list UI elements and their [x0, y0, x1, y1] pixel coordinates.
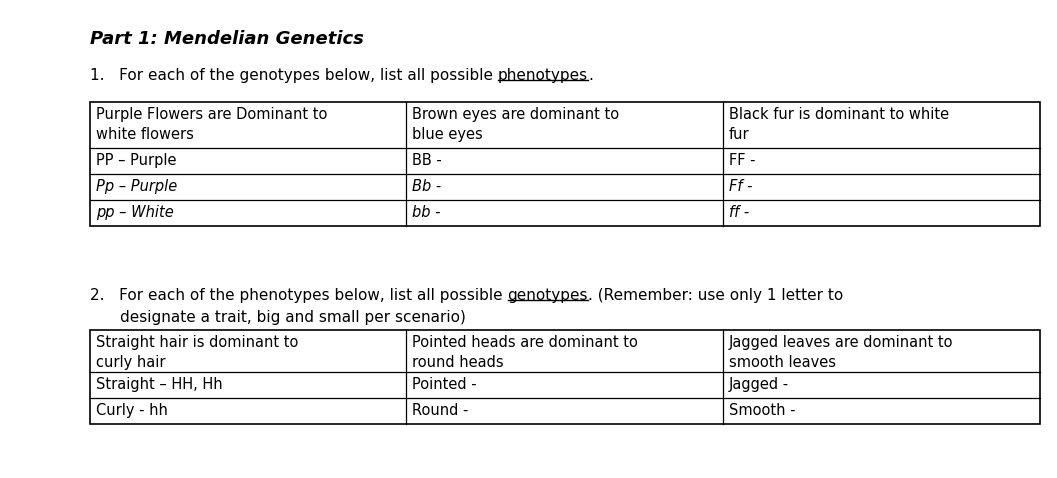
- Text: phenotypes: phenotypes: [498, 68, 588, 83]
- Text: .: .: [588, 68, 593, 83]
- Text: Pointed heads are dominant to
round heads: Pointed heads are dominant to round head…: [412, 335, 638, 370]
- Text: designate a trait, big and small per scenario): designate a trait, big and small per sce…: [120, 310, 466, 325]
- Text: genotypes: genotypes: [507, 288, 588, 303]
- Text: bb -: bb -: [412, 205, 441, 220]
- Text: Ff -: Ff -: [728, 179, 753, 194]
- Text: Round -: Round -: [412, 403, 468, 418]
- Text: FF -: FF -: [728, 153, 755, 168]
- Text: pp – White: pp – White: [96, 205, 173, 220]
- Text: Brown eyes are dominant to
blue eyes: Brown eyes are dominant to blue eyes: [412, 107, 619, 142]
- Text: PP – Purple: PP – Purple: [96, 153, 177, 168]
- Bar: [90, 330, 1040, 424]
- Text: Jagged -: Jagged -: [728, 377, 789, 392]
- Text: Part 1: Mendelian Genetics: Part 1: Mendelian Genetics: [90, 30, 364, 48]
- Text: Straight hair is dominant to
curly hair: Straight hair is dominant to curly hair: [96, 335, 298, 370]
- Text: 2.   For each of the phenotypes below, list all possible: 2. For each of the phenotypes below, lis…: [90, 288, 507, 303]
- Text: Pointed -: Pointed -: [412, 377, 477, 392]
- Text: BB -: BB -: [412, 153, 442, 168]
- Bar: [90, 102, 1040, 226]
- Text: Smooth -: Smooth -: [728, 403, 795, 418]
- Text: Jagged leaves are dominant to
smooth leaves: Jagged leaves are dominant to smooth lea…: [728, 335, 953, 370]
- Text: ff -: ff -: [728, 205, 748, 220]
- Text: Bb -: Bb -: [412, 179, 442, 194]
- Text: Black fur is dominant to white
fur: Black fur is dominant to white fur: [728, 107, 949, 142]
- Text: . (Remember: use only 1 letter to: . (Remember: use only 1 letter to: [588, 288, 843, 303]
- Text: Straight – HH, Hh: Straight – HH, Hh: [96, 377, 223, 392]
- Text: 1.   For each of the genotypes below, list all possible: 1. For each of the genotypes below, list…: [90, 68, 498, 83]
- Text: Curly - hh: Curly - hh: [96, 403, 168, 418]
- Text: Pp – Purple: Pp – Purple: [96, 179, 178, 194]
- Text: Purple Flowers are Dominant to
white flowers: Purple Flowers are Dominant to white flo…: [96, 107, 328, 142]
